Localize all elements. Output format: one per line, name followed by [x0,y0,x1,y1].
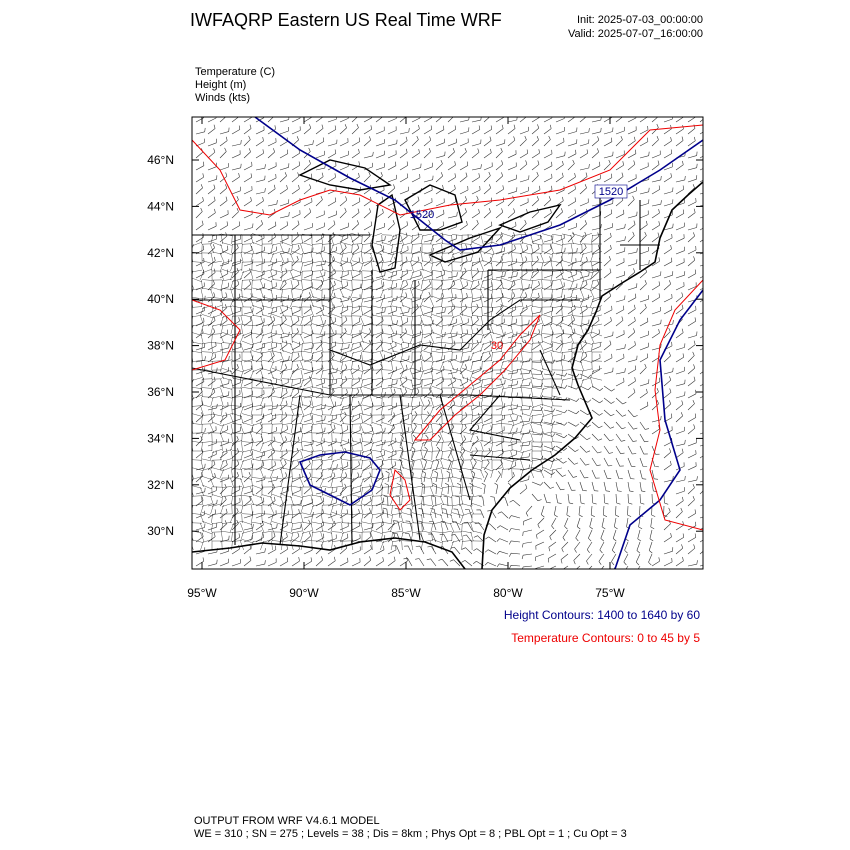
lon-label: 85°W [391,586,421,600]
lake [298,159,562,273]
temperature-contour [192,124,703,531]
field-label: Winds (kts) [195,92,250,104]
footer-line: WE = 310 ; SN = 275 ; Levels = 38 ; Dis … [194,828,627,840]
county-lines [192,232,603,551]
lat-label: 30°N [147,524,174,538]
map-axis: 46°N 44°N 42°N 40°N 38°N 36°N 34°N 32°N 30°N 95°W… [147,117,703,600]
field-label: Temperature (C) [195,66,275,78]
title: IWFAQRP Eastern US Real Time WRF [190,10,502,30]
coastline [192,181,703,569]
map-frame [191,116,704,570]
wind-barbs [195,117,703,569]
county-mesh [192,232,603,551]
lon-label: 80°W [493,586,523,600]
contour-label: 1520 [599,186,623,198]
lon-label: 75°W [595,586,625,600]
lat-label: 34°N [147,431,174,445]
contour-label-box [594,184,628,199]
state-borders [192,195,660,546]
contour-label: 30 [491,340,503,352]
map: 1520 1520 30 [192,117,703,569]
temperature-contour-info: Temperature Contours: 0 to 45 by 5 [511,631,700,645]
field-label: Height (m) [195,79,246,91]
lon-label: 95°W [187,586,217,600]
lat-label: 36°N [147,385,174,399]
barb-field [195,117,703,569]
lat-label: 46°N [147,153,174,167]
init-time: Init: 2025-07-03_00:00:00 [577,14,703,26]
lat-label: 40°N [147,292,174,306]
height-contour-info: Height Contours: 1400 to 1640 by 60 [504,608,700,622]
footer-line: OUTPUT FROM WRF V4.6.1 MODEL [194,815,380,827]
lat-label: 42°N [147,246,174,260]
valid-time: Valid: 2025-07-07_16:00:00 [568,28,703,40]
lat-label: 44°N [147,199,174,213]
lon-label: 90°W [289,586,319,600]
lat-label: 32°N [147,478,174,492]
lat-label: 38°N [147,339,174,353]
contour-label: 1520 [410,209,434,221]
